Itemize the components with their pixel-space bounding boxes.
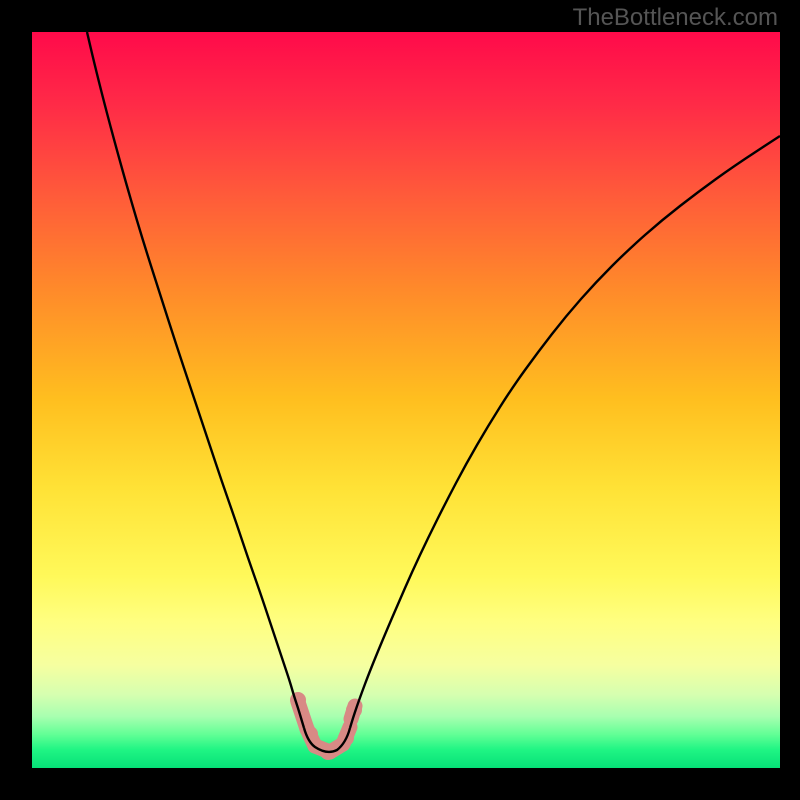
curve-right-branch — [350, 136, 780, 728]
curve-left-branch — [87, 32, 304, 728]
plot-area — [32, 32, 780, 768]
chart-svg — [32, 32, 780, 768]
watermark-text: TheBottleneck.com — [573, 4, 778, 32]
chart-frame: TheBottleneck.com — [0, 0, 800, 800]
